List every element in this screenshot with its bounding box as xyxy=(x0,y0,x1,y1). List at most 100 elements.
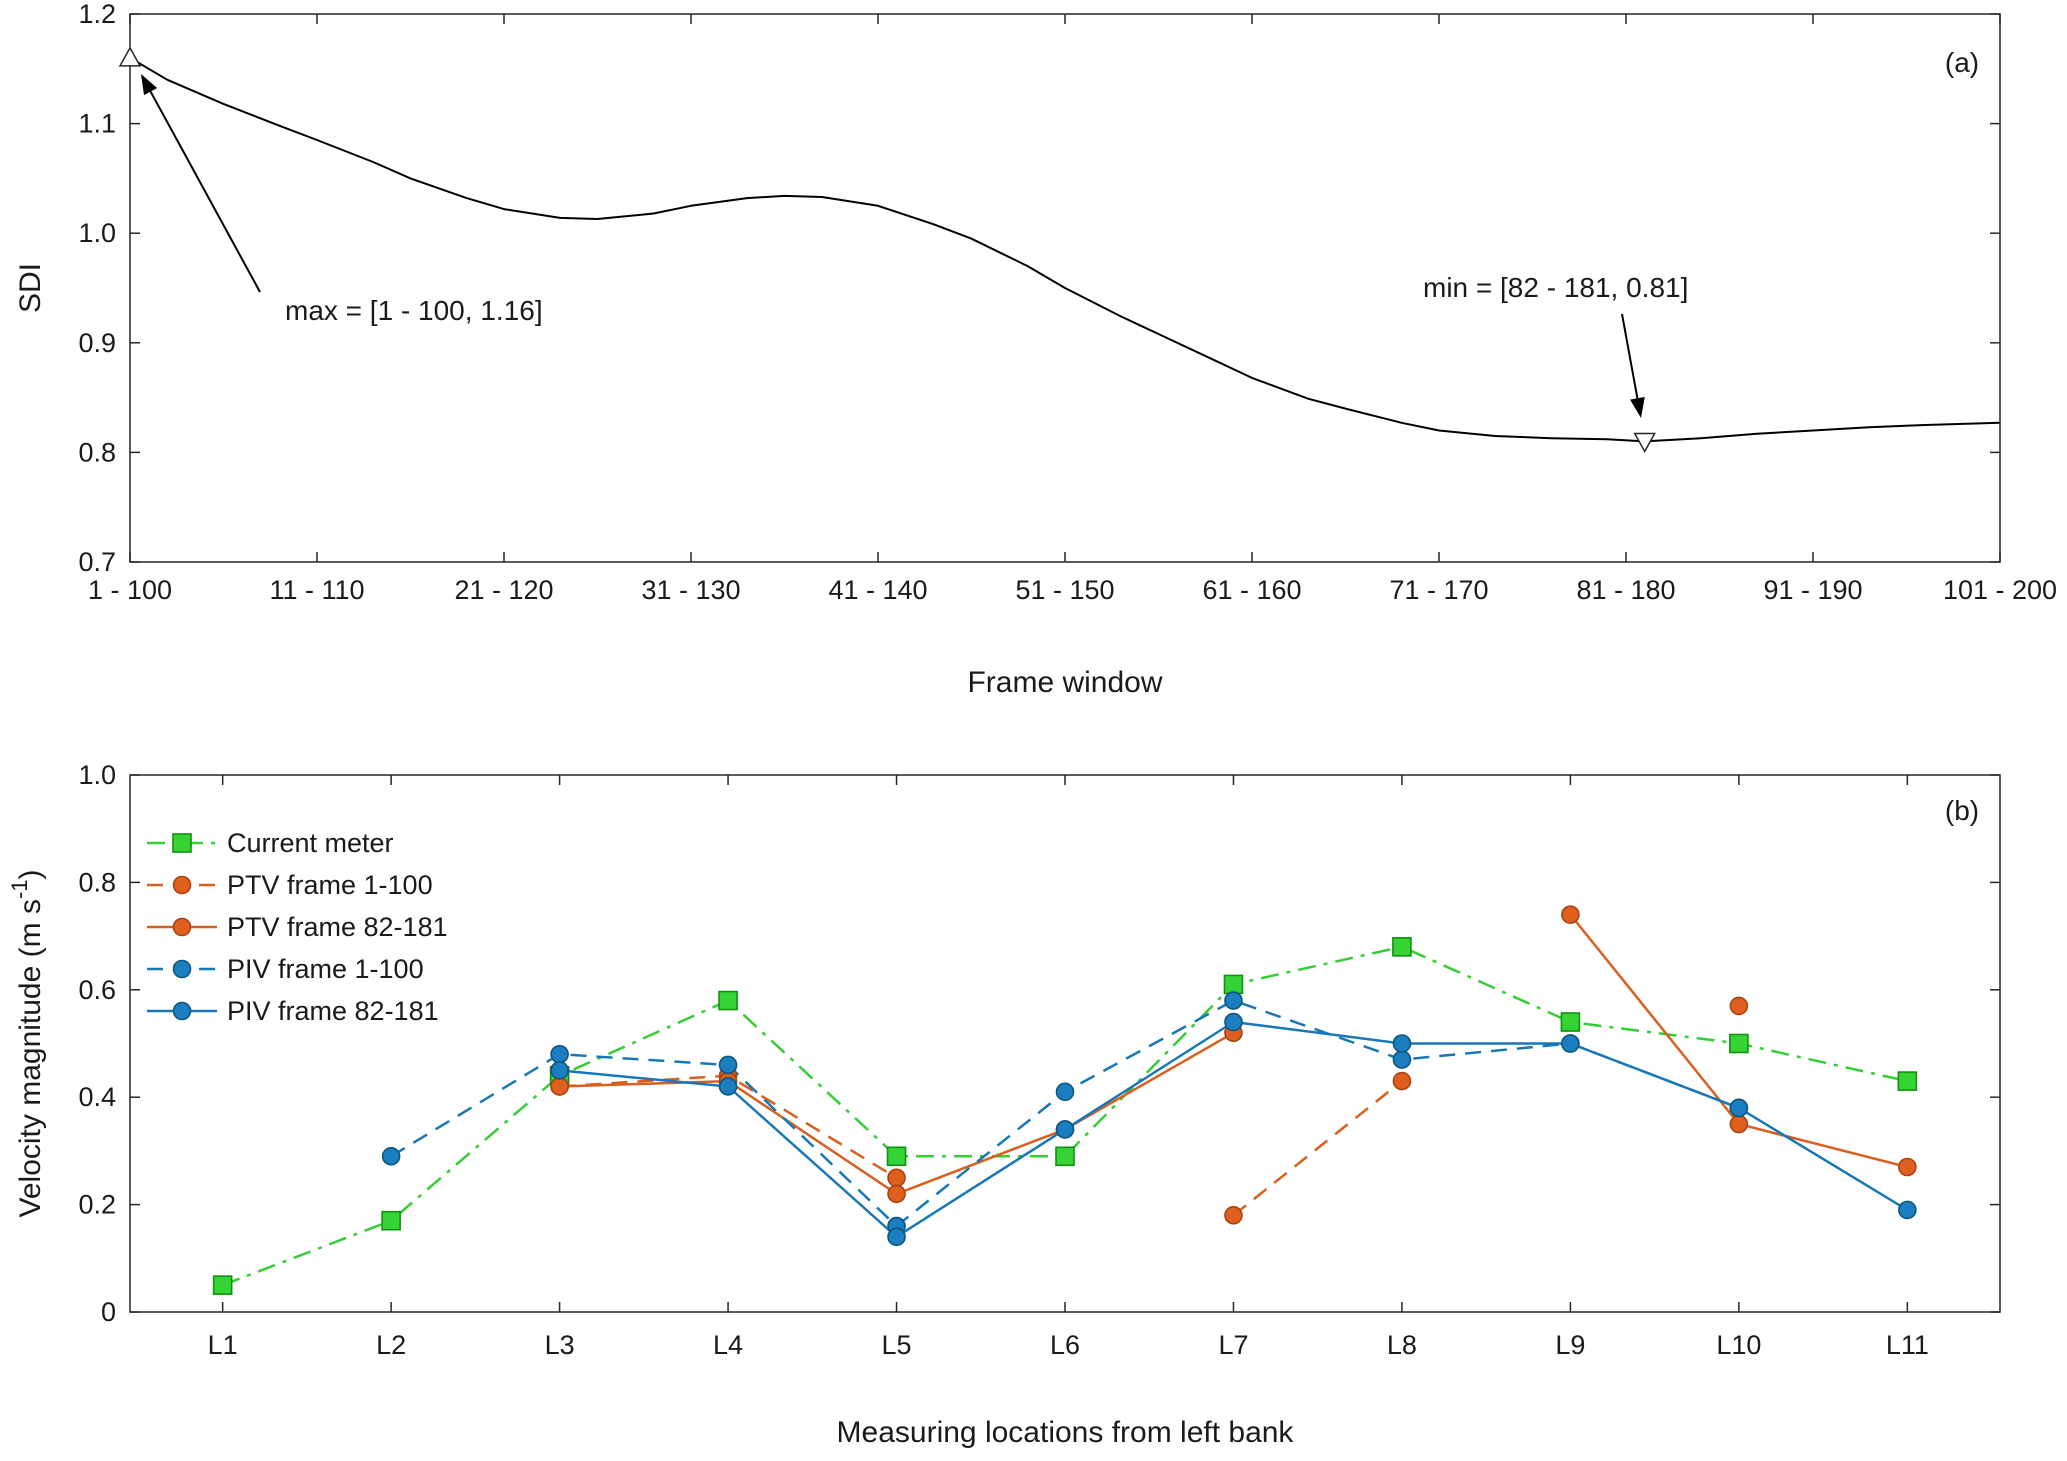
x-tick-label: L6 xyxy=(1050,1330,1080,1360)
sdi-frame-window-chart: 1 - 100 11 - 110 21 - 120 31 - 130 41 - 140 5… xyxy=(14,0,2057,699)
x-tick-label: L3 xyxy=(545,1330,575,1360)
annotation-arrow-min-head xyxy=(1630,396,1645,418)
series-marker-current-meter xyxy=(381,1210,401,1231)
series-marker-ptv-frame-1-100 xyxy=(887,1168,906,1188)
y-tick-label: 0.6 xyxy=(78,975,116,1005)
y-tick-label: 0.9 xyxy=(78,328,116,358)
series-marker-current-meter xyxy=(1055,1146,1075,1167)
y-tick-label: 0.7 xyxy=(78,547,116,577)
x-tick-label: L11 xyxy=(1886,1330,1929,1360)
y-tick-label: 1.2 xyxy=(78,0,116,29)
series-marker-current-meter xyxy=(886,1146,907,1167)
y-axis-label: SDI xyxy=(14,263,47,313)
x-tick-label: 1 - 100 xyxy=(88,575,172,605)
legend-marker-piv-frame-1-100 xyxy=(172,959,192,979)
legend-label-piv-frame-82-181: PIV frame 82-181 xyxy=(227,996,439,1026)
series-line-ptv-frame-82-181 xyxy=(559,913,1908,1196)
series-marker-ptv-frame-82-181 xyxy=(887,1184,906,1204)
x-tick-label: L4 xyxy=(713,1330,743,1360)
axes-box xyxy=(129,774,2001,1313)
x-tick-label: 21 - 120 xyxy=(454,575,553,605)
series-line-piv-frame-1-100 xyxy=(390,999,1740,1228)
x-tick-label: 71 - 170 xyxy=(1389,575,1488,605)
triangle-down-marker xyxy=(1633,432,1656,453)
series-marker-current-meter xyxy=(1560,1012,1581,1032)
annotation-text-min: min = [82 - 181, 0.81] xyxy=(1423,272,1688,303)
annotation-arrow-max xyxy=(149,91,261,293)
series-marker-current-meter xyxy=(1223,974,1244,995)
series-marker-piv-frame-82-181 xyxy=(887,1227,906,1247)
legend-marker-piv-frame-82-181 xyxy=(172,1001,192,1021)
y-tick-label: 0.8 xyxy=(78,437,116,467)
x-axis-label: Frame window xyxy=(967,666,1162,699)
series-marker-ptv-frame-1-100 xyxy=(1224,1206,1243,1225)
x-tick-label: 41 - 140 xyxy=(828,575,927,605)
series-marker-piv-frame-82-181 xyxy=(1392,1034,1412,1053)
series-line-current-meter xyxy=(222,945,1908,1287)
x-tick-label: 61 - 160 xyxy=(1202,575,1301,605)
y-tick-label: 0.8 xyxy=(78,867,116,897)
series-marker-ptv-frame-82-181 xyxy=(1561,905,1580,924)
annotation-text-max: max = [1 - 100, 1.16] xyxy=(285,295,543,326)
series-marker-piv-frame-82-181 xyxy=(1561,1034,1580,1053)
series-line-ptv-frame-1-100 xyxy=(560,1006,1739,1215)
y-tick-label: 1.1 xyxy=(78,109,116,139)
x-tick-label: L7 xyxy=(1218,1330,1248,1360)
x-tick-label: 91 - 190 xyxy=(1763,575,1862,605)
series-marker-piv-frame-1-100 xyxy=(1055,1082,1075,1102)
x-tick-label: 51 - 150 xyxy=(1015,575,1114,605)
legend-marker-current-meter xyxy=(172,833,192,853)
y-tick-label: 0.2 xyxy=(78,1190,116,1220)
y-tick-label: 0.4 xyxy=(78,1082,116,1112)
series-marker-ptv-frame-82-181 xyxy=(550,1077,569,1096)
y-axis-label: Velocity magnitude (m s-1) xyxy=(7,869,47,1217)
series-line-piv-frame-82-181 xyxy=(559,1020,1908,1239)
x-tick-label: 11 - 110 xyxy=(269,575,364,605)
velocity-magnitude-chart: L1 L2 L3 L4 L5 L6 L7 L8 L9 L10 L11 0 0.2 0.4 0.6 0.8 1.0… xyxy=(7,760,2001,1449)
series-marker-current-meter xyxy=(212,1275,233,1295)
y-tick-label: 1.0 xyxy=(78,218,116,248)
x-tick-label: L1 xyxy=(208,1330,238,1360)
x-tick-label: L9 xyxy=(1555,1330,1585,1360)
series-marker-piv-frame-1-100 xyxy=(718,1055,738,1075)
legend-marker-ptv-frame-82-181 xyxy=(172,917,192,937)
series-marker-piv-frame-82-181 xyxy=(1898,1200,1917,1220)
sdi-curve xyxy=(129,56,2001,443)
series-marker-ptv-frame-82-181 xyxy=(1729,1114,1749,1134)
series-marker-current-meter xyxy=(718,990,738,1011)
x-tick-label: 81 - 180 xyxy=(1576,575,1675,605)
series-marker-piv-frame-82-181 xyxy=(550,1061,569,1080)
x-axis-label: Measuring locations from left bank xyxy=(837,1416,1295,1449)
series-marker-current-meter xyxy=(1729,1033,1749,1054)
annotation-arrow-max-head xyxy=(141,74,158,96)
series-marker-piv-frame-82-181 xyxy=(1055,1120,1075,1139)
x-tick-label: L8 xyxy=(1387,1330,1417,1360)
legend-marker-ptv-frame-1-100 xyxy=(172,875,192,895)
annotation-arrow-min xyxy=(1621,313,1639,399)
series-marker-piv-frame-82-181 xyxy=(718,1077,738,1096)
x-tick-label: 31 - 130 xyxy=(641,575,740,605)
legend-label-piv-frame-1-100: PIV frame 1-100 xyxy=(227,954,424,984)
panel-label-a: (a) xyxy=(1945,47,1979,78)
y-tick-label: 0 xyxy=(101,1297,116,1327)
series-marker-piv-frame-1-100 xyxy=(550,1044,569,1064)
series-marker-current-meter xyxy=(1897,1071,1918,1091)
series-marker-piv-frame-82-181 xyxy=(1729,1098,1749,1118)
x-tick-label: L10 xyxy=(1716,1330,1761,1360)
series-marker-piv-frame-1-100 xyxy=(1392,1050,1412,1069)
y-tick-label: 1.0 xyxy=(78,760,116,790)
series-marker-ptv-frame-1-100 xyxy=(1729,996,1749,1016)
series-marker-piv-frame-1-100 xyxy=(1224,991,1243,1010)
series-marker-current-meter xyxy=(1392,937,1412,957)
legend-label-ptv-frame-1-100: PTV frame 1-100 xyxy=(227,870,433,900)
triangle-up-marker xyxy=(118,46,142,67)
legend-label-current-meter: Current meter xyxy=(227,828,394,858)
series-marker-ptv-frame-82-181 xyxy=(1898,1157,1917,1177)
panel-label-b: (b) xyxy=(1945,795,1979,826)
legend-label-ptv-frame-82-181: PTV frame 82-181 xyxy=(227,912,448,942)
series-marker-piv-frame-82-181 xyxy=(1224,1012,1243,1032)
series-marker-piv-frame-1-100 xyxy=(381,1146,401,1166)
x-tick-label: 101 - 200 xyxy=(1943,575,2057,605)
x-tick-label: L2 xyxy=(376,1330,406,1360)
